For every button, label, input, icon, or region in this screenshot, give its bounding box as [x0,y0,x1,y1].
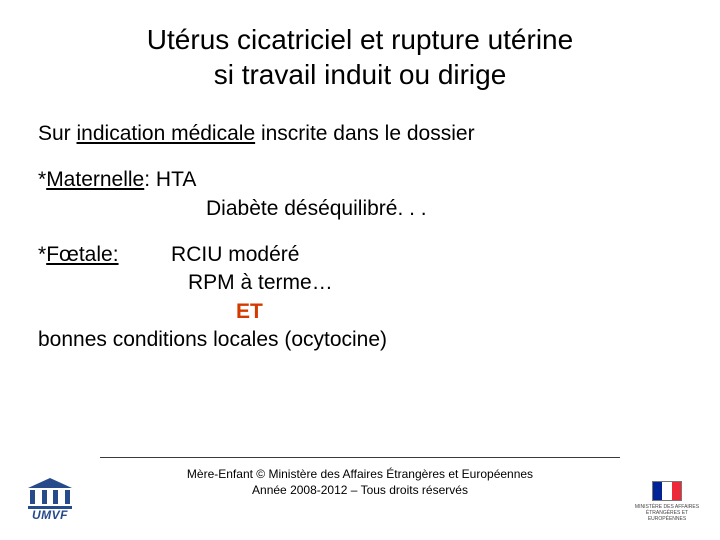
footer-line-2: Année 2008-2012 – Tous droits réservés [0,482,720,498]
flag-blue [653,482,662,500]
ministry-logo: MINISTÈRE DES AFFAIRES ÉTRANGÈRES ET EUR… [634,481,700,522]
column [42,490,47,504]
foetale-content-1: RCIU modéré [171,243,299,266]
footer-text: Mère-Enfant © Ministère des Affaires Étr… [0,466,720,498]
foetale-line-2: RPM à terme… [38,269,682,297]
maternelle-after: : HTA [144,168,196,191]
foetale-line-1: *Fœtale: RCIU modéré [38,241,682,269]
intro-suffix: inscrite dans le dossier [255,122,474,145]
intro-prefix: Sur [38,122,77,145]
maternelle-label: Maternelle [46,168,144,191]
foetale-label: Fœtale: [46,243,118,266]
footer-rule [100,457,620,458]
title-line-1: Utérus cicatriciel et rupture utérine [0,22,720,57]
flag-white [662,482,671,500]
maternelle-block: *Maternelle: HTA Diabète déséquilibré. .… [38,166,682,223]
column [53,490,58,504]
flag-red [672,482,681,500]
column [30,490,35,504]
ministry-label: MINISTÈRE DES AFFAIRES ÉTRANGÈRES ET EUR… [634,504,700,522]
slide-body: Sur indication médicale inscrite dans le… [0,92,720,354]
title-line-2: si travail induit ou dirige [0,57,720,92]
maternelle-line-1: *Maternelle: HTA [38,166,682,194]
intro-line: Sur indication médicale inscrite dans le… [38,120,682,148]
umvf-label: UMVF [20,508,80,522]
flag-icon [652,481,682,501]
slide: Utérus cicatriciel et rupture utérine si… [0,0,720,540]
building-icon [28,478,72,506]
maternelle-line-2: Diabète déséquilibré. . . [38,195,682,223]
slide-title: Utérus cicatriciel et rupture utérine si… [0,0,720,92]
et-text: ET [236,300,263,323]
columns [30,490,70,504]
footer-line-1: Mère-Enfant © Ministère des Affaires Étr… [0,466,720,482]
roof-shape [28,478,72,488]
foetale-block: *Fœtale: RCIU modéré RPM à terme… ET bon… [38,241,682,354]
intro-underlined: indication médicale [77,122,256,145]
umvf-logo: UMVF [20,478,80,522]
base-shape [28,506,72,509]
foetale-conditions: bonnes conditions locales (ocytocine) [38,326,682,354]
foetale-et: ET [38,298,682,326]
column [65,490,70,504]
